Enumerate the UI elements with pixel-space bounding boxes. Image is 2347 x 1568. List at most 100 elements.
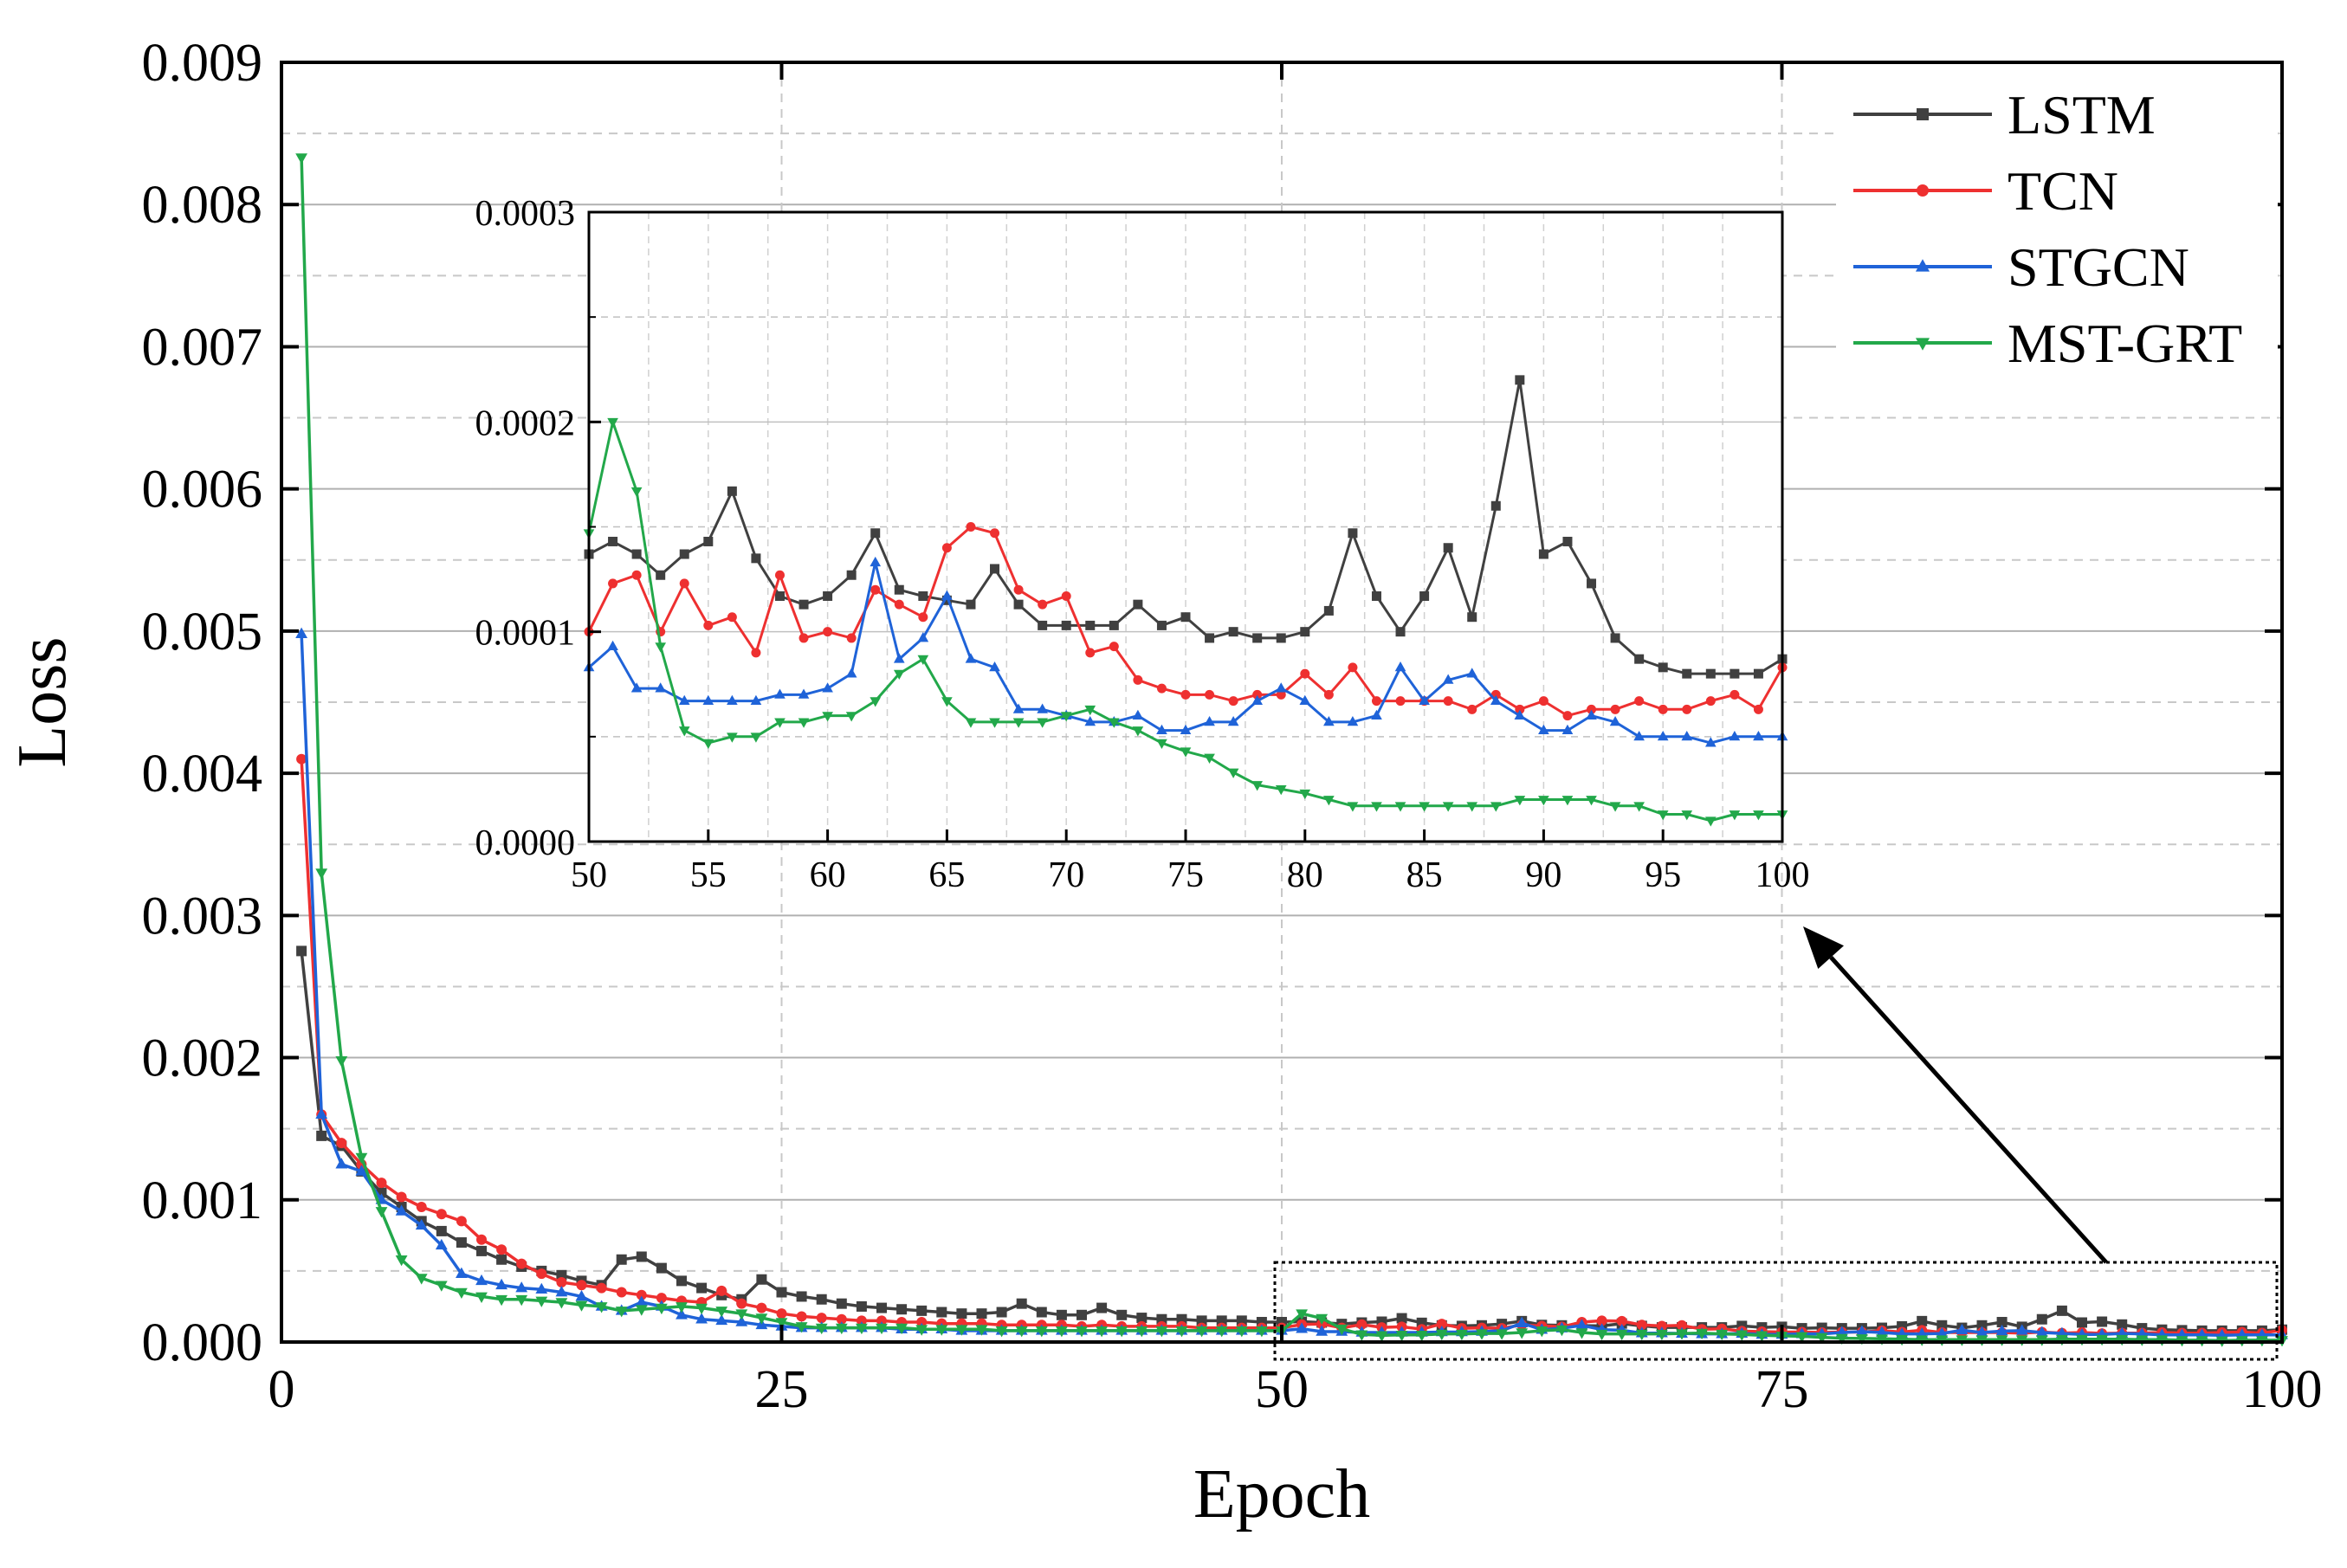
y-tick-label: 0.006 bbox=[142, 461, 263, 519]
data-point-mst-grt bbox=[415, 1274, 428, 1285]
data-point-lstm bbox=[1216, 1315, 1227, 1326]
zoom-arrow bbox=[1803, 926, 2108, 1264]
data-point-tcn bbox=[856, 1315, 867, 1326]
data-point-tcn bbox=[296, 753, 307, 765]
data-point-lstm bbox=[976, 1308, 987, 1320]
series-mst-grt bbox=[295, 153, 2288, 1347]
data-point-mst-grt bbox=[775, 1318, 788, 1329]
data-point-mst-grt bbox=[695, 1303, 708, 1315]
inset-data-point-tcn bbox=[1515, 704, 1525, 714]
inset-data-point-tcn bbox=[1085, 648, 1096, 658]
inset-x-tick-label: 65 bbox=[928, 855, 965, 895]
inset-data-point-stgcn bbox=[893, 653, 905, 663]
legend-swatch-marker bbox=[1917, 108, 1929, 120]
inset-data-point-tcn bbox=[1156, 683, 1167, 694]
data-point-stgcn bbox=[2035, 1326, 2048, 1337]
inset-data-point-mst-grt bbox=[1108, 718, 1120, 728]
data-point-mst-grt bbox=[915, 1325, 928, 1336]
data-point-tcn bbox=[436, 1209, 447, 1220]
data-point-lstm bbox=[1236, 1315, 1247, 1326]
inset-gridlines bbox=[589, 212, 1782, 842]
legend-swatch-marker bbox=[1915, 338, 1930, 351]
y-tick-label: 0.000 bbox=[142, 1313, 263, 1372]
inset-data-point-lstm bbox=[1419, 590, 1430, 601]
inset-data-point-tcn bbox=[1228, 696, 1238, 707]
inset-data-point-mst-grt bbox=[1204, 753, 1215, 764]
inset-data-point-tcn bbox=[1634, 696, 1645, 707]
data-point-stgcn bbox=[2015, 1324, 2028, 1335]
data-point-stgcn bbox=[1316, 1325, 1329, 1336]
data-point-stgcn bbox=[1516, 1316, 1529, 1327]
inset-data-point-stgcn bbox=[965, 653, 977, 663]
data-point-mst-grt bbox=[876, 1323, 888, 1335]
data-point-tcn bbox=[1656, 1320, 1667, 1332]
data-point-tcn bbox=[1596, 1315, 1607, 1326]
inset-x-tick-label: 90 bbox=[1525, 855, 1561, 895]
inset-data-point-stgcn bbox=[1681, 730, 1693, 741]
inset-series-mst-grt bbox=[583, 417, 1788, 827]
inset-data-point-lstm bbox=[1180, 612, 1191, 623]
inset-data-point-tcn bbox=[941, 543, 952, 553]
inset-data-point-mst-grt bbox=[1156, 739, 1167, 749]
data-point-tcn bbox=[596, 1282, 607, 1294]
inset-data-point-lstm bbox=[918, 590, 928, 601]
data-point-lstm bbox=[496, 1254, 508, 1265]
inset-data-point-lstm bbox=[1587, 578, 1597, 589]
inset-ticks: 0.0000 0.0001 0.0002 0.0003 50 55 60 65 70 75 80 85… bbox=[475, 194, 1810, 895]
inset-data-point-mst-grt bbox=[1060, 712, 1072, 722]
data-point-mst-grt bbox=[856, 1323, 868, 1335]
inset-data-point-lstm bbox=[1109, 620, 1119, 630]
inset-data-point-stgcn bbox=[1037, 703, 1048, 713]
inset-data-point-mst-grt bbox=[1227, 768, 1239, 778]
data-point-mst-grt bbox=[1056, 1326, 1068, 1338]
inset-data-point-stgcn bbox=[1084, 715, 1096, 726]
inset-data-point-mst-grt bbox=[1753, 810, 1764, 821]
data-point-stgcn bbox=[435, 1238, 448, 1250]
inset-data-point-lstm bbox=[798, 599, 809, 610]
data-point-lstm bbox=[796, 1291, 807, 1302]
inset-data-point-tcn bbox=[1205, 689, 1215, 700]
inset-data-point-mst-grt bbox=[1132, 726, 1144, 737]
data-point-lstm bbox=[1016, 1298, 1027, 1309]
data-point-mst-grt bbox=[1415, 1330, 1428, 1342]
data-point-stgcn bbox=[1936, 1326, 1949, 1338]
inset-data-point-tcn bbox=[1610, 704, 1620, 714]
inset-data-point-stgcn bbox=[1466, 668, 1478, 678]
inset-data-point-lstm bbox=[870, 528, 881, 539]
inset-x-tick-label: 50 bbox=[571, 855, 607, 895]
data-point-tcn bbox=[496, 1244, 508, 1255]
inset-data-point-tcn bbox=[1013, 584, 1024, 595]
data-point-mst-grt bbox=[1375, 1331, 1388, 1342]
inset-data-point-stgcn bbox=[1299, 694, 1311, 706]
data-point-lstm bbox=[1116, 1309, 1128, 1320]
data-point-stgcn bbox=[495, 1278, 508, 1290]
inset-data-point-stgcn bbox=[1729, 730, 1741, 741]
data-point-lstm bbox=[1156, 1313, 1167, 1325]
data-point-mst-grt bbox=[1155, 1326, 1168, 1338]
data-point-lstm bbox=[896, 1304, 908, 1315]
inset-data-point-mst-grt bbox=[917, 655, 929, 666]
data-point-stgcn bbox=[315, 1107, 328, 1120]
data-point-mst-grt bbox=[1195, 1326, 1208, 1338]
data-point-lstm bbox=[1996, 1317, 2008, 1328]
data-point-lstm bbox=[296, 945, 307, 957]
inset-data-point-mst-grt bbox=[989, 718, 1000, 728]
data-point-mst-grt bbox=[1635, 1329, 1648, 1341]
inset-data-point-lstm bbox=[1252, 633, 1263, 643]
data-point-mst-grt bbox=[676, 1302, 688, 1313]
data-point-lstm bbox=[696, 1282, 708, 1294]
inset-data-point-stgcn bbox=[1012, 703, 1025, 713]
inset-data-point-lstm bbox=[1348, 528, 1358, 539]
inset-data-point-tcn bbox=[631, 570, 642, 580]
inset-data-point-mst-grt bbox=[1394, 802, 1406, 812]
data-point-mst-grt bbox=[495, 1294, 508, 1307]
data-point-mst-grt bbox=[1316, 1313, 1329, 1326]
data-point-tcn bbox=[836, 1313, 847, 1325]
inset-data-point-mst-grt bbox=[630, 487, 643, 498]
inset-data-point-mst-grt bbox=[1538, 796, 1549, 806]
data-point-lstm bbox=[556, 1269, 567, 1281]
legend-label: STGCN bbox=[2008, 236, 2189, 298]
data-point-lstm bbox=[2036, 1313, 2047, 1325]
inset-data-point-mst-grt bbox=[1012, 718, 1025, 728]
data-point-tcn bbox=[476, 1234, 487, 1245]
